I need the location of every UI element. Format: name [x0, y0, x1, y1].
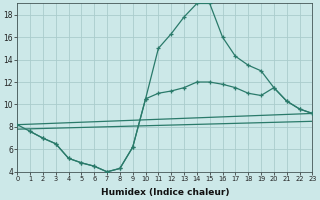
X-axis label: Humidex (Indice chaleur): Humidex (Indice chaleur)	[100, 188, 229, 197]
